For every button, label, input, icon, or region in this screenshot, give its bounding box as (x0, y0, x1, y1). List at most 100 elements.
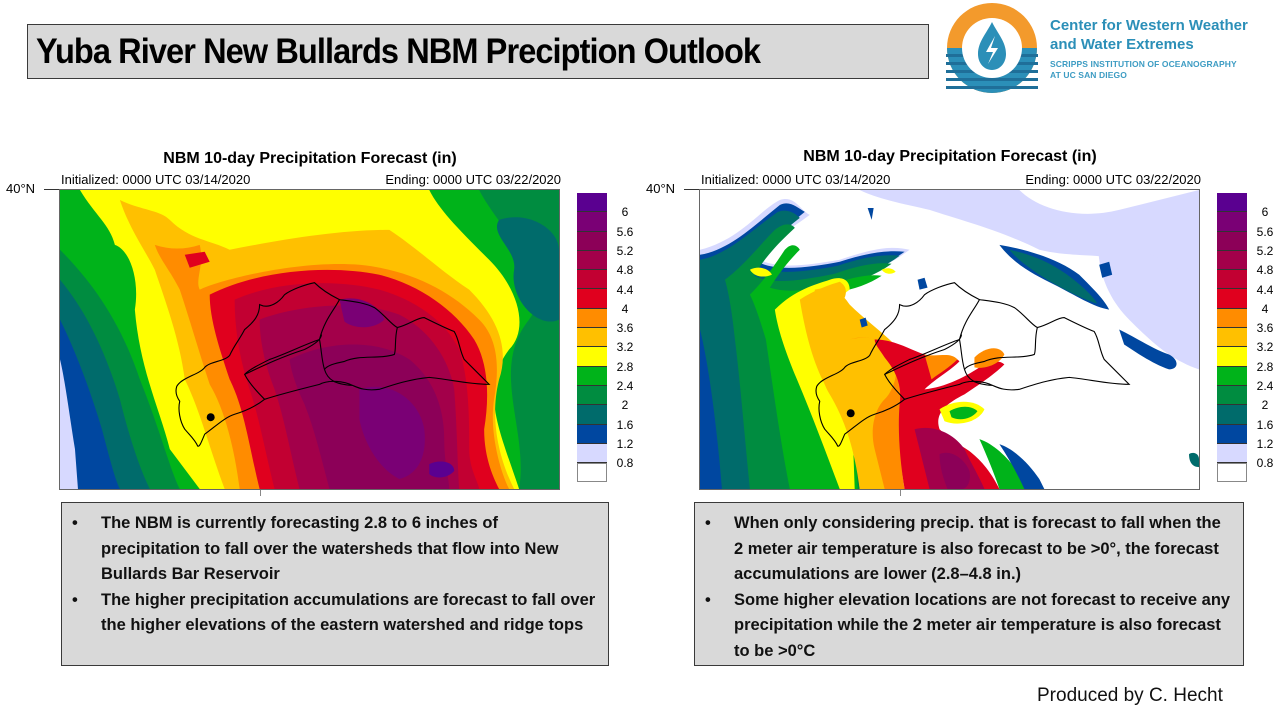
colorbar-swatch (577, 250, 607, 271)
contour-1.2-band-southeast (999, 444, 1045, 489)
contour-5.2-spot (939, 452, 970, 489)
colorbar-tick-label: 5.6 (1256, 224, 1274, 239)
colorbar-swatch (1217, 385, 1247, 406)
watershed-outlines (815, 282, 1131, 447)
latitude-tick (44, 189, 59, 190)
bullet-icon: • (72, 514, 78, 532)
colorbar-swatch (1217, 308, 1247, 329)
colorbar-tick-label: 4.8 (1256, 263, 1274, 278)
contour-4.4-spot (184, 251, 210, 268)
slide-title-box: Yuba River New Bullards NBM Preciption O… (27, 24, 929, 79)
latitude-tick (684, 189, 699, 190)
colorbar-tick-label: 0.8 (1256, 456, 1274, 471)
latitude-label: 40°N (646, 181, 676, 196)
contour-1.2-spot-3 (867, 207, 874, 220)
map-initialized-label: Initialized: 0000 UTC 03/14/2020 (701, 172, 891, 187)
cw3e-logo: Center for Western Weather and Water Ext… (946, 2, 1276, 94)
colorbar-swatch (1217, 328, 1247, 348)
colorbar-swatch (577, 385, 607, 406)
colorbar-tick-label: 5.2 (1256, 243, 1274, 258)
colorbar-swatch (577, 289, 607, 309)
colorbar-swatch (1217, 212, 1247, 232)
colorbar-swatch (1217, 231, 1247, 251)
contour-1.6-band-ridge (1009, 249, 1098, 304)
colorbar-swatch (577, 212, 607, 232)
colorbar-swatch (577, 308, 607, 329)
colorbar-tick-label: 5.2 (616, 243, 634, 258)
contour-1.2-spot-4 (1099, 261, 1113, 278)
note-bullet-item: • The NBM is currently forecasting 2.8 to… (72, 511, 598, 588)
colorbar-swatch (577, 347, 607, 367)
colorbar-tick-label: 4.4 (616, 282, 634, 297)
note-text: Some higher elevation locations are not … (734, 590, 1231, 660)
contour-0.8-band-north (859, 190, 1199, 310)
contour-1.2-spot-1 (859, 317, 868, 328)
colorbar-tick-label: 2.4 (1256, 379, 1274, 393)
colorbar-tick-label: 3.6 (616, 321, 634, 336)
contour-edge-band-1 (924, 354, 958, 380)
reservoir-point-marker (846, 409, 855, 418)
colorbar-tick-label: 5.6 (616, 224, 634, 239)
contour-0.8-band-west (60, 359, 78, 489)
colorbar (577, 193, 607, 483)
colorbar-tick-label: 1.6 (616, 417, 634, 432)
contour-0.8-band-northeast (1098, 229, 1199, 370)
colorbar-swatch (1217, 366, 1247, 386)
contour-zero-northwest (700, 190, 800, 250)
colorbar-swatch (577, 193, 607, 213)
colorbar-swatch (577, 366, 607, 386)
colorbar-tick-label: 2.8 (1256, 359, 1274, 374)
watershed-outline-central (324, 299, 398, 370)
logo-sub-line1: SCRIPPS INSTITUTION OF OCEANOGRAPHY (1050, 59, 1237, 69)
contour-2.8-spot-north (749, 267, 772, 277)
colorbar-tick-label: 4 (1261, 301, 1269, 316)
notes-box-above-freezing: • When only considering precip. that is f… (694, 502, 1244, 666)
watershed-outline-southwest (175, 282, 341, 447)
colorbar-swatch (1217, 193, 1247, 213)
map-title: NBM 10-day Precipitation Forecast (in) (803, 148, 1097, 165)
colorbar-tick-label: 4 (621, 301, 629, 316)
colorbar-swatch (1217, 424, 1247, 444)
watershed-divider-2 (264, 380, 353, 400)
note-text: The NBM is currently forecasting 2.8 to … (101, 514, 559, 583)
bullet-icon: • (705, 590, 711, 609)
contour-5.6-spot-north (339, 298, 385, 328)
map-panel-total: NBM 10-day Precipitation Forecast (in) I… (0, 145, 640, 500)
colorbar-tick-label: 2 (621, 398, 629, 413)
colorbar-swatch (1217, 443, 1247, 464)
map-ending-label: Ending: 0000 UTC 03/22/2020 (1025, 172, 1201, 187)
contour-2.4-spot-south (949, 406, 978, 420)
colorbar-swatch (577, 463, 607, 483)
precip-map-above-freezing (699, 189, 1200, 490)
bullet-icon: • (705, 514, 711, 532)
colorbar-swatch (1217, 347, 1247, 367)
colorbar-tick-label: 1.2 (616, 436, 634, 451)
colorbar-swatch (577, 231, 607, 251)
colorbar-tick-label: 0.8 (616, 456, 634, 471)
colorbar-swatch (577, 443, 607, 464)
contour-2.8-spot-north-2 (881, 268, 896, 274)
bullet-icon: • (72, 590, 78, 609)
note-text: The higher precipitation accumulations a… (101, 590, 596, 635)
watershed-outline-southwest (815, 282, 981, 447)
author-credit: Produced by C. Hecht (1037, 685, 1223, 706)
latitude-label: 40°N (6, 181, 36, 196)
contour-1.2-band-east (1119, 329, 1177, 370)
note-bullet-item: • Some higher elevation locations are not… (705, 588, 1233, 665)
contour-1.2-spot-2 (917, 277, 928, 290)
note-bullet-item: • When only considering precip. that is f… (705, 511, 1233, 588)
colorbar-tick-label: 4.4 (1256, 282, 1274, 297)
logo-org-line1: Center for Western Weather (1050, 17, 1248, 34)
reservoir-point-marker (206, 413, 215, 422)
colorbar-swatch (577, 270, 607, 290)
map-title: NBM 10-day Precipitation Forecast (in) (163, 150, 457, 167)
slide-title: Yuba River New Bullards NBM Preciption O… (36, 31, 761, 71)
contour-1.6-band-east (496, 217, 559, 322)
colorbar-swatch (1217, 250, 1247, 271)
map-ending-label: Ending: 0000 UTC 03/22/2020 (385, 172, 561, 187)
watershed-divider-1 (884, 334, 963, 375)
colorbar-tick-label: 3.6 (1256, 321, 1274, 336)
contour-6-spot (429, 461, 455, 478)
colorbar-tick-label: 3.2 (616, 340, 634, 355)
colorbar-swatch (1217, 270, 1247, 290)
